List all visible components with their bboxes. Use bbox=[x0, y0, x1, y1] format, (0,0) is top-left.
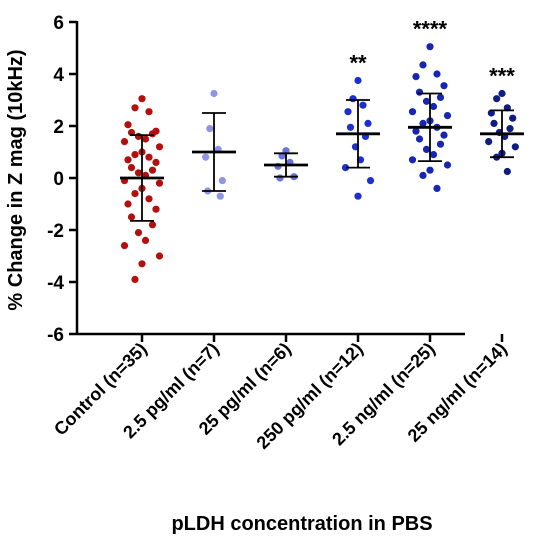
data-point bbox=[138, 95, 146, 103]
data-point bbox=[145, 108, 153, 116]
data-point bbox=[443, 161, 452, 169]
significance-label: *** bbox=[489, 64, 515, 89]
data-point bbox=[276, 174, 284, 182]
data-point bbox=[131, 190, 139, 198]
x-axis-title: pLDH concentration in PBS bbox=[171, 513, 432, 535]
data-point bbox=[354, 192, 362, 200]
y-tick-label: 0 bbox=[53, 169, 64, 190]
data-point bbox=[155, 179, 164, 187]
data-point bbox=[440, 82, 448, 90]
data-point bbox=[124, 200, 132, 208]
data-point bbox=[152, 158, 160, 166]
data-point bbox=[366, 177, 375, 185]
data-point bbox=[134, 132, 143, 140]
data-point bbox=[138, 260, 146, 268]
y-tick-label: 4 bbox=[53, 65, 64, 86]
data-point bbox=[349, 95, 357, 103]
y-ticks: 6 4 2 0 -2 -4 -6 bbox=[47, 13, 77, 346]
data-point bbox=[433, 184, 441, 192]
x-ticks: Control (n=35)2.5 pg/ml (n=7)25 pg/ml (n… bbox=[50, 334, 511, 453]
data-point bbox=[145, 195, 153, 203]
data-point bbox=[145, 153, 153, 161]
data-point bbox=[354, 76, 362, 85]
data-point bbox=[506, 125, 514, 133]
data-point bbox=[426, 43, 434, 51]
data-point bbox=[415, 135, 424, 143]
significance-label: ** bbox=[349, 51, 367, 76]
data-point bbox=[408, 156, 417, 164]
data-point bbox=[511, 143, 519, 151]
data-point bbox=[422, 145, 431, 153]
data-point bbox=[216, 192, 224, 200]
data-point bbox=[155, 143, 164, 151]
data-point bbox=[503, 167, 511, 176]
data-points bbox=[120, 43, 519, 283]
data-point bbox=[436, 93, 445, 101]
data-point bbox=[141, 135, 150, 143]
data-point bbox=[148, 130, 157, 138]
data-point bbox=[141, 236, 150, 244]
data-point bbox=[218, 177, 226, 185]
data-point bbox=[419, 119, 427, 127]
data-point bbox=[422, 97, 431, 105]
data-point bbox=[134, 229, 143, 237]
data-point bbox=[485, 138, 493, 146]
data-point bbox=[419, 61, 427, 69]
y-tick-label: 2 bbox=[53, 117, 64, 138]
y-tick-label: -2 bbox=[47, 221, 64, 242]
data-point bbox=[364, 119, 372, 127]
data-point bbox=[346, 123, 355, 131]
data-point bbox=[127, 164, 136, 172]
data-point bbox=[426, 166, 434, 174]
data-point bbox=[148, 221, 157, 229]
y-tick-label: -4 bbox=[47, 273, 64, 294]
mean-sd-bars bbox=[120, 92, 524, 222]
data-point bbox=[498, 89, 506, 98]
y-axis-title: % Change in Z mag (10kHz) bbox=[5, 49, 27, 310]
data-point bbox=[440, 131, 448, 139]
significance-label: **** bbox=[413, 17, 448, 42]
data-point bbox=[206, 125, 214, 133]
data-point bbox=[127, 213, 136, 221]
data-point bbox=[490, 119, 498, 127]
data-point bbox=[210, 89, 218, 98]
data-point bbox=[412, 73, 420, 81]
y-tick-label: -6 bbox=[47, 325, 64, 346]
data-point bbox=[493, 95, 501, 103]
data-point bbox=[124, 156, 132, 164]
data-point bbox=[152, 205, 160, 213]
data-point bbox=[429, 151, 438, 159]
data-point bbox=[344, 108, 352, 116]
data-point bbox=[415, 88, 424, 96]
data-point bbox=[359, 101, 367, 109]
data-point bbox=[120, 138, 129, 146]
data-point bbox=[134, 169, 143, 177]
data-point bbox=[433, 70, 441, 78]
data-point bbox=[155, 252, 164, 260]
data-point bbox=[120, 242, 129, 250]
data-point bbox=[443, 112, 452, 120]
data-point bbox=[341, 164, 350, 172]
data-point bbox=[131, 275, 139, 283]
data-point bbox=[202, 153, 210, 161]
data-point bbox=[408, 108, 417, 116]
data-point bbox=[419, 171, 427, 179]
data-point bbox=[148, 166, 157, 174]
data-point bbox=[436, 140, 445, 148]
data-point bbox=[131, 104, 139, 112]
y-tick-label: 6 bbox=[53, 13, 64, 34]
data-point bbox=[509, 114, 517, 122]
data-point bbox=[131, 151, 139, 159]
data-point bbox=[429, 102, 438, 111]
significance-labels: ********* bbox=[349, 17, 515, 89]
data-point bbox=[124, 121, 132, 129]
data-point bbox=[412, 127, 420, 135]
